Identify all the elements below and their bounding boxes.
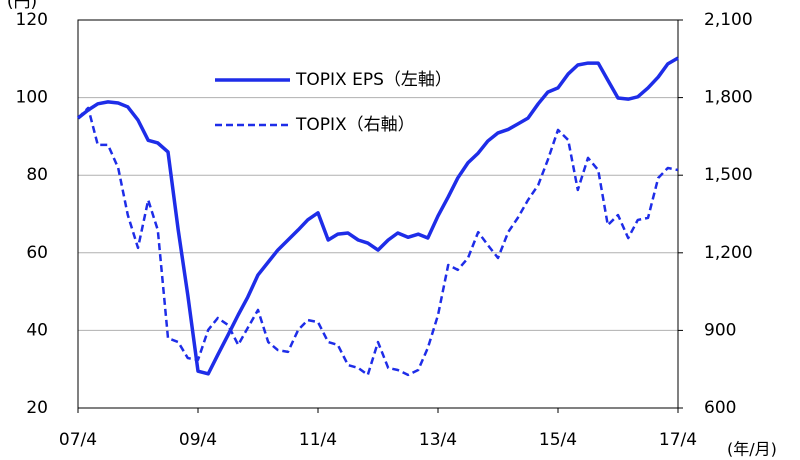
y-tick-label: 100 (16, 88, 48, 108)
y-tick-label: 60 (26, 243, 48, 263)
x-tick-label: 09/4 (179, 430, 217, 450)
y-tick-label: 80 (26, 165, 48, 185)
series-line (77, 106, 679, 377)
x-tick-label: 17/4 (659, 430, 697, 450)
y-tick-label: 40 (26, 320, 48, 340)
x-tick-label: 11/4 (299, 430, 337, 450)
legend-label: TOPIX EPS（左軸） (295, 70, 452, 90)
y-tick-label: 120 (16, 10, 48, 30)
x-axis-label: (年/月) (727, 440, 777, 459)
x-tick-label: 15/4 (539, 430, 577, 450)
y2-tick-label: 600 (704, 398, 736, 418)
y-tick-label: 20 (26, 398, 48, 418)
plot-frame (77, 19, 679, 409)
x-tick-label: 13/4 (419, 430, 457, 450)
x-tick-label: 07/4 (59, 430, 97, 450)
series-line (76, 56, 679, 376)
y-axis-label: (円) (7, 0, 37, 12)
y2-tick-label: 1,500 (704, 165, 753, 185)
y2-tick-label: 2,100 (704, 10, 753, 30)
y2-tick-label: 1,800 (704, 88, 753, 108)
y2-tick-label: 1,200 (704, 243, 753, 263)
legend-label: TOPIX（右軸） (295, 115, 415, 135)
y2-tick-label: 900 (704, 320, 736, 340)
